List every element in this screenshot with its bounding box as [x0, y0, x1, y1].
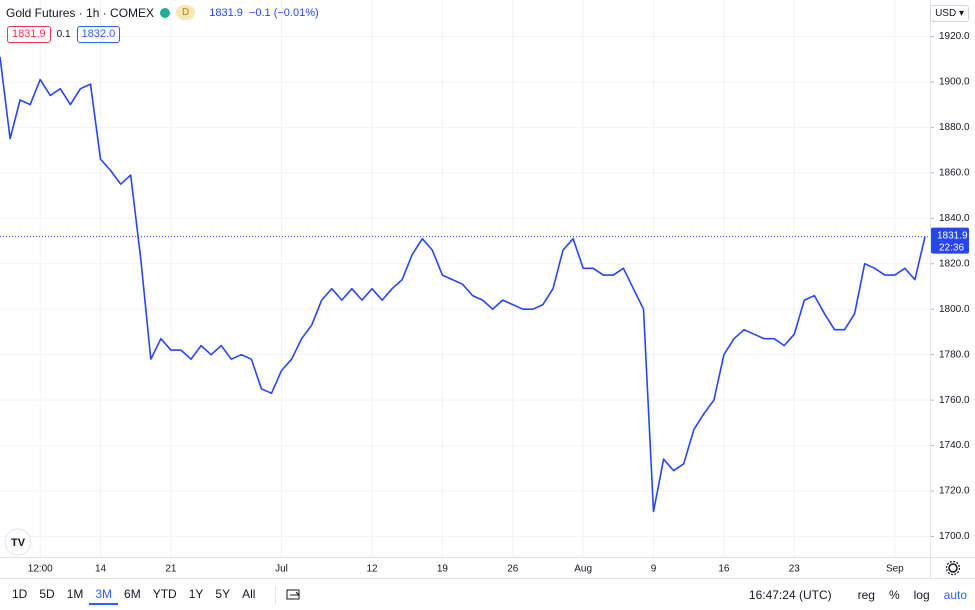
svg-text:TV: TV: [11, 537, 26, 549]
currency: USD: [935, 8, 957, 19]
range-button[interactable]: 3M: [89, 585, 119, 605]
countdown-label: 22:36: [939, 242, 964, 253]
clock[interactable]: 16:47:24 (UTC): [748, 587, 832, 602]
last-price: 1831.9: [209, 6, 243, 19]
range-button[interactable]: 1Y: [188, 586, 204, 601]
compare-icon[interactable]: [286, 588, 302, 602]
symbol-title[interactable]: Gold Futures · 1h · COMEX: [6, 5, 155, 20]
tv-logo: TV: [4, 528, 32, 556]
delay-badge: D: [176, 5, 196, 20]
range-button[interactable]: 5Y: [215, 586, 231, 601]
scale-options: reg% log auto: [844, 588, 967, 602]
y-tick-label: 1900.0: [939, 76, 970, 87]
y-tick-label: 1880.0: [939, 122, 970, 133]
x-tick-label: 12:00: [28, 564, 53, 575]
plot-layer: 1700.0 1720.0 1740.0 1760.0 1780.0 1800.0 1820…: [0, 0, 970, 575]
y-tick-label: 1800.0: [939, 304, 970, 315]
y-tick-label: 1700.0: [939, 531, 970, 542]
symbol-header: Gold Futures · 1h · COMEX D 1831.9 −0.1 …: [6, 5, 319, 20]
separator: [275, 585, 277, 604]
x-tick-label: 16: [718, 564, 730, 575]
y-tick-label: 1840.0: [939, 213, 970, 224]
chart: 1700.0 1720.0 1740.0 1760.0 1780.0 1800.0 1820…: [0, 0, 975, 578]
last-price-label: 1831.9: [937, 230, 968, 241]
y-tick-label: 1760.0: [939, 395, 970, 406]
range-button[interactable]: 6M: [124, 586, 141, 601]
spread: 0.1: [56, 29, 71, 40]
currency-select[interactable]: USD ▾: [930, 5, 969, 22]
x-tick-label: Jul: [275, 564, 288, 575]
x-tick-label: Sep: [886, 564, 904, 575]
y-tick-label: 1740.0: [939, 440, 970, 451]
x-tick-label: 21: [165, 564, 177, 575]
x-tick-label: 23: [789, 564, 801, 575]
range-button[interactable]: All: [242, 586, 256, 601]
y-tick-label: 1920.0: [939, 31, 970, 42]
scale-option[interactable]: %: [888, 587, 900, 602]
y-tick-label: 1860.0: [939, 167, 970, 178]
range-buttons: 1D 5D 1M 3M 6M YTD 1Y 5Y All: [6, 585, 261, 605]
x-tick-label: 14: [95, 564, 107, 575]
scale-option[interactable]: log: [913, 587, 930, 602]
x-tick-label: 12: [366, 564, 378, 575]
scale-option[interactable]: reg: [857, 587, 875, 602]
price-change: −0.1 (−0.01%): [248, 6, 319, 19]
bid[interactable]: 1831.9: [7, 26, 51, 43]
range-button[interactable]: 5D: [39, 586, 55, 601]
x-tick-label: 9: [651, 564, 657, 575]
bottom-toolbar: 1D 5D 1M 3M 6M YTD 1Y 5Y All 16:47:24 (UTC) reg%…: [0, 578, 975, 610]
price-line: [0, 56, 926, 513]
x-tick-label: 26: [507, 564, 519, 575]
settings-icon[interactable]: [945, 560, 961, 576]
x-tick-label: Aug: [574, 564, 592, 575]
market-status: [160, 7, 171, 18]
y-tick-label: 1780.0: [939, 349, 970, 360]
y-tick-label: 1720.0: [939, 486, 970, 497]
ask[interactable]: 1832.0: [76, 26, 121, 43]
quotes: 1831.9 0.1 1832.0: [7, 26, 121, 43]
range-button[interactable]: YTD: [152, 586, 177, 601]
range-button[interactable]: 1D: [12, 586, 28, 601]
scale-option[interactable]: auto: [943, 587, 967, 602]
last-price-box: [931, 227, 969, 254]
range-button[interactable]: 1M: [66, 586, 84, 601]
y-tick-label: 1820.0: [939, 258, 970, 269]
x-tick-label: 19: [437, 564, 449, 575]
